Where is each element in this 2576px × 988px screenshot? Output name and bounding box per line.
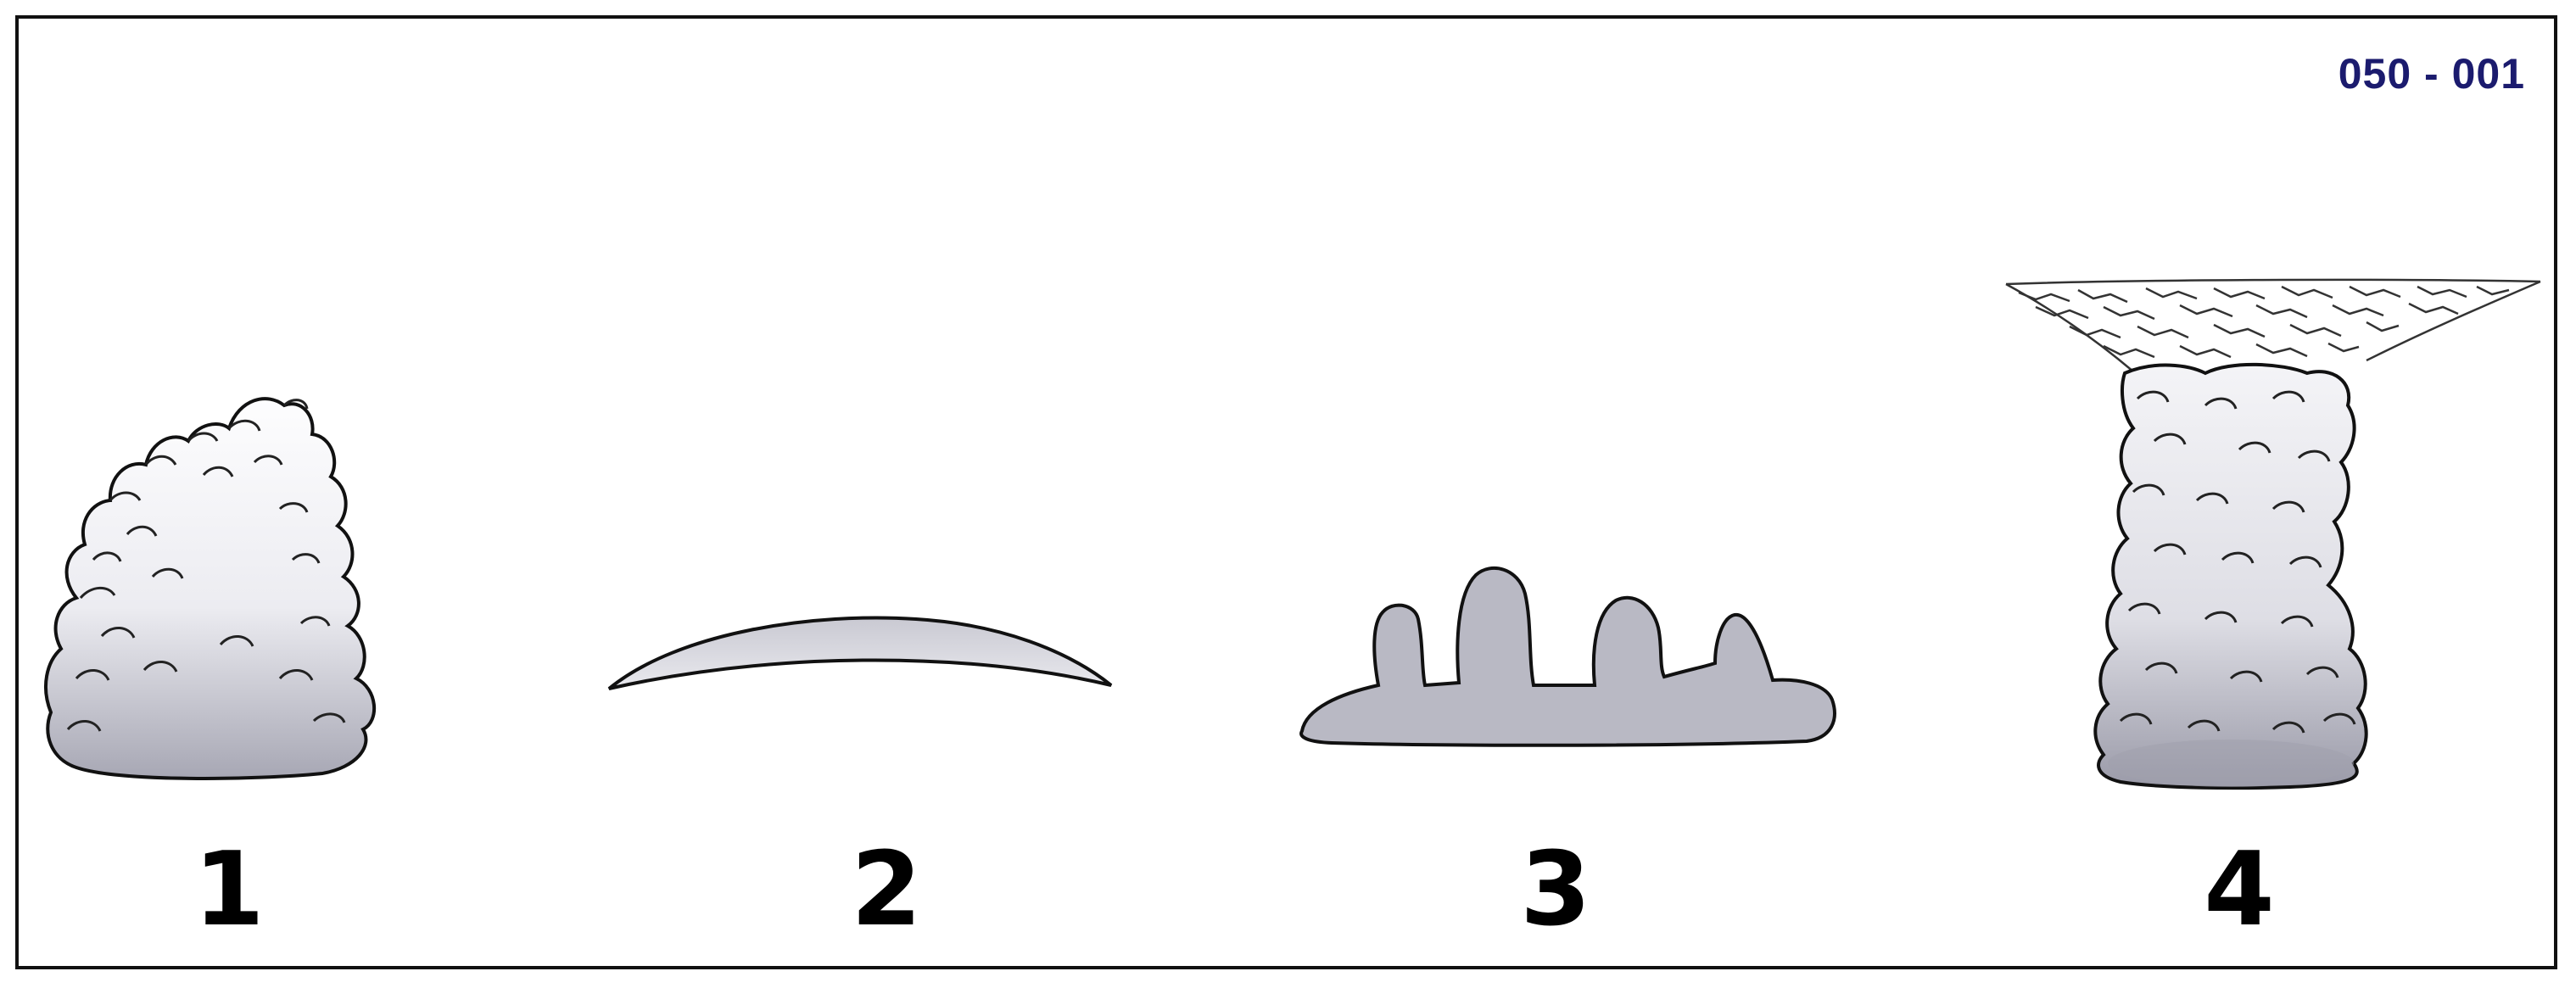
cloud-number-2: 2 — [851, 831, 922, 949]
cumulonimbus-anvil-cloud-icon — [2005, 278, 2541, 790]
cumulus-cloud-icon — [44, 397, 377, 780]
cloud-number-1: 1 — [193, 831, 265, 949]
cloud-number-4: 4 — [2204, 831, 2275, 949]
cloud-number-3: 3 — [1520, 831, 1591, 949]
lenticular-cloud-icon — [607, 616, 1113, 690]
figure-code-label: 050 - 001 — [2338, 50, 2525, 98]
castellanus-cloud-icon — [1299, 567, 1836, 747]
